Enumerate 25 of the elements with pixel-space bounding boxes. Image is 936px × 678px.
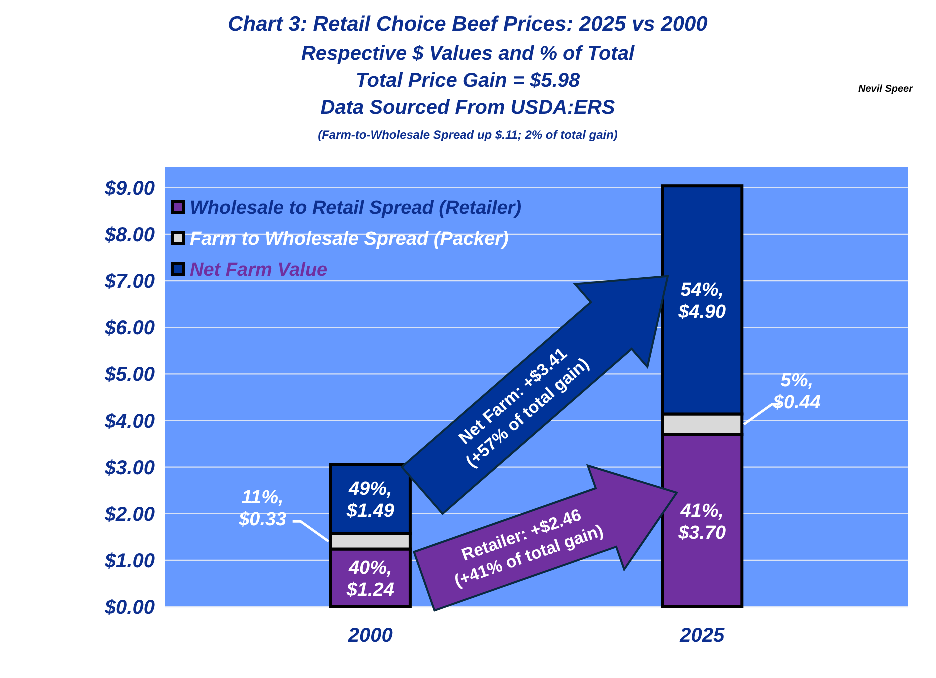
chart-subtitle: Respective $ Values and % of Total Total Price Gain = $5.98 Data Sourced From USDA:ERS (301, 43, 635, 119)
data-label: 11%, $0.33 (238, 488, 288, 531)
legend-label: Net Farm Value (190, 260, 328, 281)
data-label: 5%, $0.44 (772, 370, 822, 414)
x-tick-label: 2000 (347, 625, 393, 647)
legend-label: Wholesale to Retail Spread (Retailer) (190, 198, 522, 219)
y-tick-label: $2.00 (104, 504, 155, 526)
chart-title: Chart 3: Retail Choice Beef Prices: 2025 vs 2000 (228, 13, 708, 36)
y-tick-label: $8.00 (104, 224, 155, 247)
data-label: 40%, $1.24 (346, 558, 395, 602)
y-tick-label: $9.00 (104, 178, 155, 200)
x-tick-label: 2025 (679, 625, 726, 647)
y-tick-label: $7.00 (104, 271, 155, 294)
data-label: 41%, $3.70 (678, 500, 727, 544)
y-tick-label: $5.00 (104, 364, 155, 386)
y-tick-label: $6.00 (104, 318, 155, 340)
text: (Farm-to-Wholesale Spread up $.11; 2% of total gain) (318, 128, 618, 142)
y-tick-label: $3.00 (104, 457, 155, 480)
data-label: 54%, $4.90 (678, 280, 727, 324)
text: Nevil Speer (858, 84, 914, 95)
legend-label: Farm to Wholesale Spread (Packer) (190, 229, 509, 250)
y-tick-label: $0.00 (104, 597, 155, 619)
data-label: 49%, $1.49 (346, 479, 395, 522)
y-tick-label: $1.00 (104, 550, 155, 572)
y-tick-label: $4.00 (104, 410, 155, 433)
